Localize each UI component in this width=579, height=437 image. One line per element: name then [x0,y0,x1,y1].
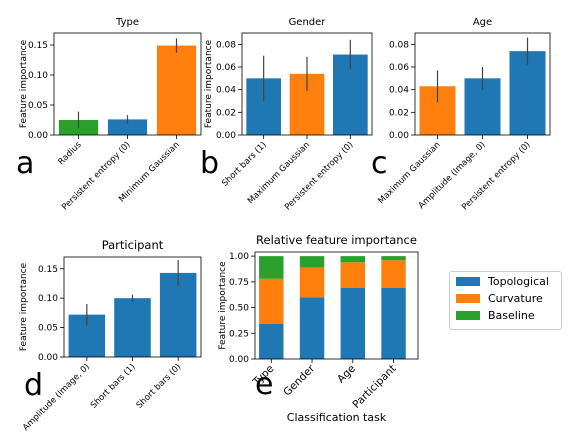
panel-d-bar [159,272,197,357]
panel-e-letter: e [255,367,273,402]
panel-c-ytick-label: 0.04 [389,86,409,96]
panel-e-bar-topological [299,297,325,359]
panel-d-xtick-label: Short bars (0) [135,362,184,411]
panel-c-ytick-label: 0.00 [389,131,409,141]
panel-b-xtick-label: Short bars (1) [220,140,269,189]
panel-d-bar [114,298,151,357]
legend-swatch-topological [456,277,480,286]
legend-label-topological: Topological [488,275,549,288]
legend-item-topological: Topological [456,274,561,289]
panel-a-ytick-label: 0.00 [28,131,48,141]
panel-e-title: Relative feature importance [256,233,417,247]
panel-a-ylabel: Feature importance [19,39,29,128]
panel-e-ytick-label: 1.00 [229,252,249,262]
panel-e-ylabel: Feature importance [218,261,228,350]
panel-e-bar-baseline [259,256,284,279]
panel-a-ytick-label: 0.15 [28,41,48,51]
legend-label-curvature: Curvature [488,292,543,305]
panel-d-ytick-label: 0.10 [38,294,58,304]
panel-a-ytick-label: 0.10 [28,71,48,81]
panel-d-ytick-label: 0.00 [38,353,58,363]
panel-b-ylabel: Feature importance [204,39,214,128]
legend-item-baseline: Baseline [456,308,561,323]
panel-e-bar-topological [381,288,406,359]
panel-e-bar-baseline [299,256,325,268]
panel-d-ytick-label: 0.15 [38,265,58,275]
panel-b-title: Gender [289,17,327,28]
panel-e-bar-curvature [381,260,406,289]
panel-e-ytick-label: 0.75 [229,278,249,288]
legend-item-curvature: Curvature [456,291,561,306]
panel-c-title: Age [473,17,492,28]
panel-e-xtick-label: Participant [350,363,398,411]
panel-b-ytick-label: 0.08 [216,40,236,50]
chart-legend: Topological Curvature Baseline [449,271,562,330]
panel-e-bar-curvature [299,267,325,298]
panel-a-ytick-label: 0.05 [28,101,48,111]
panel-c-ytick-label: 0.02 [389,108,409,118]
panel-a-xtick-label: Radius [56,140,84,168]
legend-swatch-curvature [456,294,480,303]
panel-b-letter: b [200,146,219,181]
panel-e-bar-curvature [340,262,366,289]
panel-d-title: Participant [102,238,164,252]
panel-a-bar [156,45,197,135]
panel-e-bar-topological [340,288,366,359]
panel-e-ytick-label: 0.25 [229,329,249,339]
panel-b-ytick-label: 0.00 [216,131,236,141]
legend-label-baseline: Baseline [488,309,535,322]
panel-e-bar-baseline [340,256,366,263]
panel-b-ytick-label: 0.06 [216,63,236,73]
panel-d-ylabel: Feature importance [19,262,29,351]
panel-a-bar [107,119,148,135]
panel-d-ytick-label: 0.05 [38,324,58,334]
panel-e-bar-baseline [381,256,406,261]
panel-c-bar [509,51,546,136]
panel-e-ytick-label: 0.00 [229,355,249,365]
panel-a-letter: a [16,146,34,181]
legend-swatch-baseline [456,311,480,320]
panel-d-letter: d [24,368,43,403]
panel-e-bar-topological [259,324,284,359]
panel-e-axes-frame [254,251,419,360]
panel-e-xtick-label: Gender [281,362,317,398]
panel-a-title: Type [115,17,139,28]
panel-d-xtick-label: Short bars (1) [89,362,138,411]
panel-e-ytick-label: 0.50 [229,304,249,314]
panel-c-letter: c [371,146,388,181]
panel-e-xlabel: Classification task [287,411,387,424]
panel-c-ytick-label: 0.08 [389,40,409,50]
panel-c-ytick-label: 0.06 [389,63,409,73]
panel-e-bar-curvature [259,278,284,325]
panel-b-ytick-label: 0.02 [216,108,236,118]
panel-e-xtick-label: Age [335,363,358,386]
panel-b-ytick-label: 0.04 [216,86,236,96]
